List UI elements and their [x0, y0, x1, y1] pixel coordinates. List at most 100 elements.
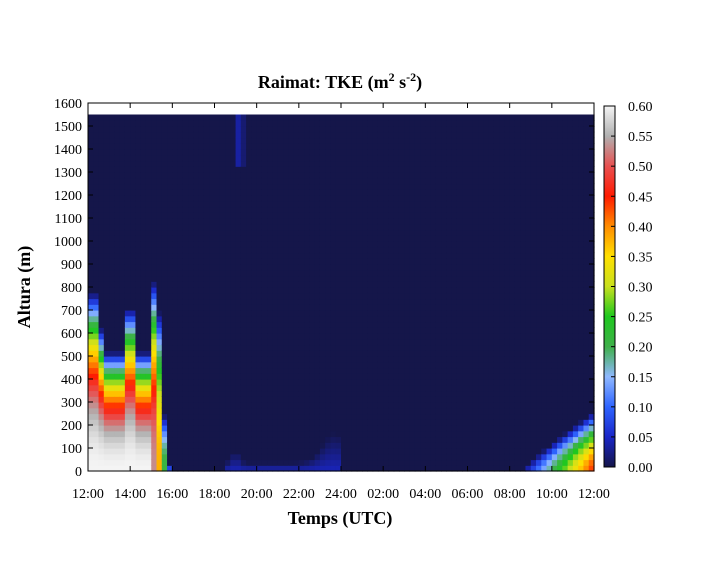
heat-cell: [219, 143, 226, 150]
heat-cell: [388, 436, 395, 443]
heat-cell: [167, 275, 173, 282]
heat-cell: [156, 373, 163, 380]
heat-cell: [456, 384, 463, 392]
heat-cell: [93, 367, 100, 374]
heat-cell: [435, 212, 442, 219]
heat-cell: [367, 212, 374, 219]
heat-cell: [251, 459, 258, 466]
heat-cell: [478, 172, 484, 179]
heat-cell: [256, 212, 263, 219]
heat-cell: [467, 298, 474, 305]
heat-cell: [124, 212, 131, 219]
heat-cell: [319, 131, 326, 139]
heat-cell: [193, 298, 200, 305]
heat-cell: [504, 344, 511, 351]
heat-cell: [140, 448, 147, 455]
heat-cell: [230, 361, 237, 369]
heat-cell: [441, 292, 448, 300]
heat-cell: [203, 407, 210, 415]
heat-cell: [161, 327, 168, 334]
heat-cell: [414, 235, 421, 242]
heat-cell: [404, 183, 411, 190]
heat-cell: [467, 149, 474, 156]
heat-cell: [425, 465, 432, 472]
heat-cell: [335, 304, 342, 311]
heat-cell: [167, 298, 173, 305]
heat-cell: [493, 402, 500, 409]
heat-cell: [372, 183, 379, 190]
heat-cell: [388, 126, 395, 133]
heat-cell: [114, 218, 121, 225]
heat-cell: [251, 298, 258, 305]
heat-cell: [277, 149, 284, 156]
heat-cell: [330, 459, 337, 466]
heat-cell: [246, 419, 252, 426]
heat-cell: [377, 338, 384, 346]
heat-cell: [367, 172, 374, 179]
heat-cell: [325, 321, 332, 328]
heat-cell: [130, 149, 137, 156]
heat-cell: [319, 373, 326, 380]
heat-cell: [135, 287, 142, 294]
heat-cell: [172, 200, 179, 208]
heat-cell: [272, 114, 279, 121]
heat-cell: [198, 287, 205, 294]
heat-cell: [356, 356, 363, 363]
heat-cell: [483, 350, 490, 357]
heat-cell: [103, 287, 110, 294]
heat-cell: [504, 292, 511, 300]
heat-cell: [341, 137, 347, 144]
heat-cell: [488, 246, 495, 254]
heat-cell: [488, 344, 495, 351]
heat-cell: [325, 281, 332, 288]
heat-cell: [356, 177, 363, 185]
heat-cell: [177, 264, 184, 271]
heat-cell: [251, 292, 258, 300]
heat-cell: [377, 212, 384, 219]
heat-cell: [230, 338, 237, 346]
heat-cell: [246, 166, 252, 173]
heat-cell: [177, 177, 184, 185]
heat-cell: [267, 338, 274, 346]
heat-cell: [383, 172, 390, 179]
heat-cell: [451, 407, 458, 415]
heat-cell: [130, 333, 137, 340]
heat-cell: [267, 287, 274, 294]
heat-cell: [388, 367, 395, 374]
heat-cell: [509, 356, 516, 363]
heat-cell: [161, 137, 168, 144]
heat-cell: [467, 407, 474, 415]
heat-cell: [145, 258, 152, 265]
heat-cell: [103, 361, 110, 369]
heat-cell: [462, 154, 469, 162]
heat-cell: [225, 114, 231, 121]
heat-cell: [182, 200, 189, 208]
heat-cell: [499, 131, 505, 139]
heat-cell: [235, 436, 242, 443]
heat-cell: [430, 223, 437, 231]
heat-cell: [372, 120, 379, 127]
heat-cell: [130, 120, 137, 127]
heat-cell: [283, 120, 289, 127]
heat-cell: [362, 183, 368, 190]
heat-cell: [172, 373, 179, 380]
heat-cell: [478, 143, 484, 150]
heat-cell: [188, 212, 195, 219]
heat-cell: [293, 126, 300, 133]
heat-cell: [272, 367, 279, 374]
heat-cell: [346, 126, 353, 133]
heat-cell: [377, 292, 384, 300]
heat-cell: [109, 390, 115, 397]
heat-cell: [277, 258, 284, 265]
heat-cell: [430, 459, 437, 466]
heat-cell: [499, 143, 505, 150]
heat-cell: [309, 315, 316, 323]
heat-cell: [109, 212, 115, 219]
heat-cell: [425, 298, 432, 305]
heat-cell: [209, 223, 216, 231]
heat-cell: [167, 264, 173, 271]
heat-cell: [456, 425, 463, 432]
heat-cell: [130, 413, 137, 420]
heat-cell: [351, 356, 358, 363]
heat-cell: [151, 120, 158, 127]
